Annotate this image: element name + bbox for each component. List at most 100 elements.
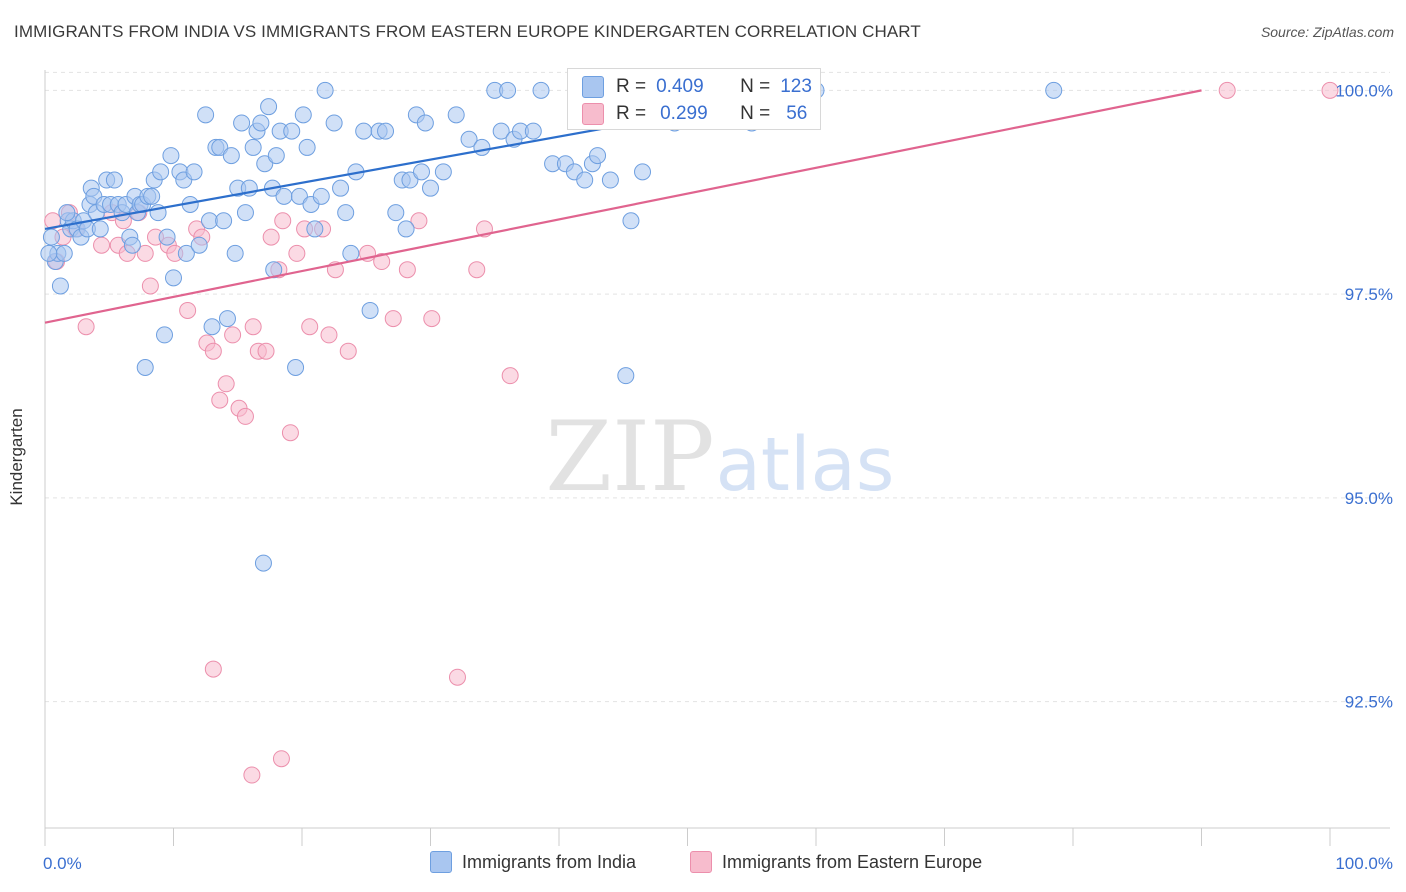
eastern-europe-point xyxy=(236,407,254,425)
india-point xyxy=(332,179,350,197)
eastern-europe-point xyxy=(243,766,261,784)
eastern-europe-point xyxy=(281,424,299,442)
india-point xyxy=(298,138,316,156)
eastern-europe-point xyxy=(410,212,428,230)
y-tick-label: 100.0% xyxy=(1335,81,1393,100)
stats-row-india: R = 0.409 N = 123 xyxy=(582,75,812,99)
india-point xyxy=(58,204,76,222)
source-label: Source: ZipAtlas.com xyxy=(1260,24,1394,40)
eastern-europe-point xyxy=(398,261,416,279)
legend-item-eastern-europe[interactable]: Immigrants from Eastern Europe xyxy=(690,851,982,873)
series-legend: Immigrants from India Immigrants from Ea… xyxy=(0,851,1406,879)
india-point xyxy=(211,138,229,156)
india-point xyxy=(413,163,431,181)
eastern-europe-point xyxy=(136,244,154,262)
y-tick-label: 97.5% xyxy=(1345,285,1393,304)
axis-layer xyxy=(44,70,1390,846)
india-point xyxy=(203,318,221,336)
india-point xyxy=(1045,81,1063,99)
india-point xyxy=(447,106,465,124)
india-point xyxy=(215,212,233,230)
india-point xyxy=(589,147,607,165)
india-point xyxy=(136,358,154,376)
india-point xyxy=(218,310,236,328)
legend-item-india[interactable]: Immigrants from India xyxy=(430,851,636,873)
india-point xyxy=(434,163,452,181)
eastern-europe-point xyxy=(288,244,306,262)
grid-layer xyxy=(45,71,1390,703)
india-point xyxy=(42,228,60,246)
india-point xyxy=(473,138,491,156)
eastern-europe-point xyxy=(77,318,95,336)
eastern-europe-point xyxy=(217,375,235,393)
india-point xyxy=(355,122,373,140)
india-point xyxy=(165,269,182,287)
india-point xyxy=(499,81,517,99)
india-point xyxy=(342,244,360,262)
india-point xyxy=(91,220,109,238)
india-point xyxy=(290,187,308,205)
india-point xyxy=(532,81,550,99)
india-point xyxy=(260,98,278,116)
india-point xyxy=(576,171,594,189)
india-point xyxy=(634,163,652,181)
india-point xyxy=(361,301,379,319)
n-label: N = xyxy=(740,76,771,97)
x-tick-label-max: 100.0% xyxy=(1335,854,1393,873)
india-point xyxy=(190,236,208,254)
eastern-europe-legend-swatch xyxy=(690,851,712,873)
india-point xyxy=(55,244,73,262)
india-point xyxy=(460,130,478,148)
series-india-points xyxy=(40,81,1063,572)
series-eastern-europe-points xyxy=(44,81,1339,784)
india-point xyxy=(267,147,285,165)
india-point xyxy=(492,122,510,140)
eastern-europe-point xyxy=(272,750,290,768)
india-point xyxy=(40,244,58,262)
eastern-europe-point xyxy=(448,668,466,686)
eastern-europe-point xyxy=(257,342,275,360)
india-point xyxy=(377,122,395,140)
india-point xyxy=(337,204,355,222)
y-tick-label: 92.5% xyxy=(1345,693,1393,712)
india-point xyxy=(143,187,161,205)
eastern-europe-swatch xyxy=(582,103,604,125)
eastern-europe-point xyxy=(339,342,357,360)
n-label: N = xyxy=(740,103,771,124)
n-value: 123 xyxy=(780,76,812,97)
india-point xyxy=(622,212,640,230)
india-point xyxy=(252,114,270,132)
eastern-europe-point xyxy=(423,310,441,328)
eastern-europe-point xyxy=(204,660,222,678)
india-point xyxy=(287,358,305,376)
chart-title: IMMIGRANTS FROM INDIA VS IMMIGRANTS FROM… xyxy=(14,22,921,41)
india-point xyxy=(162,147,180,165)
eastern-europe-point xyxy=(373,253,391,271)
n-value: 56 xyxy=(786,103,808,124)
india-legend-swatch xyxy=(430,851,452,873)
india-point xyxy=(306,220,324,238)
india-point xyxy=(123,236,141,254)
india-point xyxy=(197,106,215,124)
eastern-europe-point xyxy=(1321,81,1339,99)
india-point xyxy=(226,244,244,262)
india-point xyxy=(617,367,635,385)
eastern-europe-point xyxy=(1218,81,1236,99)
x-tick-label-min: 0.0% xyxy=(43,854,82,873)
india-point xyxy=(294,106,312,124)
india-swatch xyxy=(582,76,604,98)
eastern-europe-point xyxy=(384,310,402,328)
india-point xyxy=(222,147,240,165)
india-point xyxy=(397,220,415,238)
eastern-europe-point xyxy=(468,261,486,279)
r-label: R = xyxy=(616,76,647,97)
stats-row-eastern-europe: R = 0.299 N = 56 xyxy=(582,102,807,126)
eastern-europe-point xyxy=(262,228,280,246)
india-point xyxy=(233,114,251,132)
r-value: 0.299 xyxy=(660,103,708,124)
india-point xyxy=(422,179,439,197)
india-point xyxy=(416,114,434,132)
eastern-europe-point xyxy=(320,326,338,344)
india-point xyxy=(158,228,176,246)
